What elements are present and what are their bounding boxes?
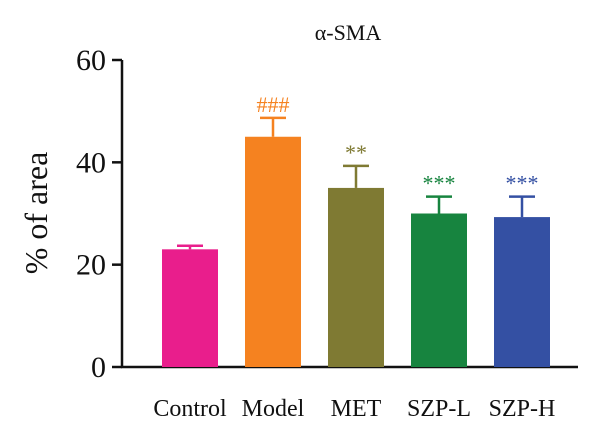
bar-szp-l [411, 213, 467, 367]
y-ticks: 0 20 40 60 [76, 44, 122, 384]
y-tick-label: 0 [91, 351, 106, 384]
x-tick-label: SZP-L [407, 396, 471, 422]
y-tick-label: 40 [76, 146, 106, 179]
bar-control [162, 249, 218, 367]
y-tick-label: 60 [76, 44, 106, 77]
significance-label: *** [506, 171, 539, 196]
x-tick-label: Control [153, 396, 227, 422]
bar-model [245, 136, 301, 367]
chart-title: α-SMA [315, 20, 382, 45]
bars [162, 136, 550, 367]
x-tick-label: MET [331, 396, 382, 422]
bar-szp-h [494, 217, 550, 367]
error-bars [177, 116, 535, 250]
significance-label: ### [257, 92, 290, 117]
x-tick-labels: Control Model MET SZP-L SZP-H [153, 396, 555, 422]
y-tick-label: 20 [76, 249, 106, 282]
x-tick-label: SZP-H [489, 396, 556, 422]
y-axis-label: % of area [18, 152, 54, 275]
x-tick-label: Model [242, 396, 305, 422]
significance-label: *** [423, 171, 456, 196]
bar-met [328, 187, 384, 367]
significance-marks: ###***** *** [257, 92, 539, 196]
significance-label: ** [345, 140, 367, 165]
